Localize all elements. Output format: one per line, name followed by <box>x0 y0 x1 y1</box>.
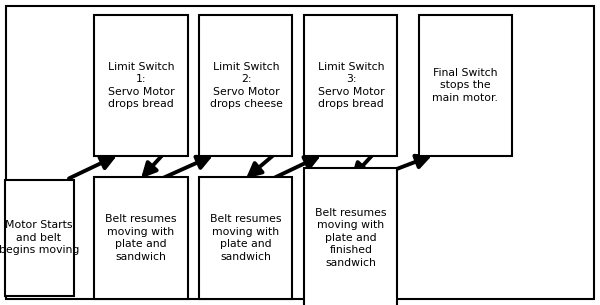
Text: Belt resumes
moving with
plate and
sandwich: Belt resumes moving with plate and sandw… <box>105 214 177 261</box>
Bar <box>5 180 74 296</box>
Text: Belt resumes
moving with
plate and
sandwich: Belt resumes moving with plate and sandw… <box>210 214 282 261</box>
Bar <box>419 15 511 156</box>
Text: Limit Switch
2:
Servo Motor
drops cheese: Limit Switch 2: Servo Motor drops cheese <box>209 62 283 109</box>
Text: Final Switch
stops the
main motor.: Final Switch stops the main motor. <box>432 68 498 103</box>
Bar <box>304 168 397 305</box>
Text: Belt resumes
moving with
plate and
finished
sandwich: Belt resumes moving with plate and finis… <box>315 208 387 268</box>
Bar <box>199 15 292 156</box>
Text: Limit Switch
1:
Servo Motor
drops bread: Limit Switch 1: Servo Motor drops bread <box>107 62 175 109</box>
Text: Limit Switch
3:
Servo Motor
drops bread: Limit Switch 3: Servo Motor drops bread <box>317 62 385 109</box>
Bar <box>94 177 187 299</box>
Bar <box>94 15 187 156</box>
Bar <box>199 177 292 299</box>
Bar <box>304 15 397 156</box>
Text: Motor Starts
and belt
begins moving: Motor Starts and belt begins moving <box>0 221 79 255</box>
